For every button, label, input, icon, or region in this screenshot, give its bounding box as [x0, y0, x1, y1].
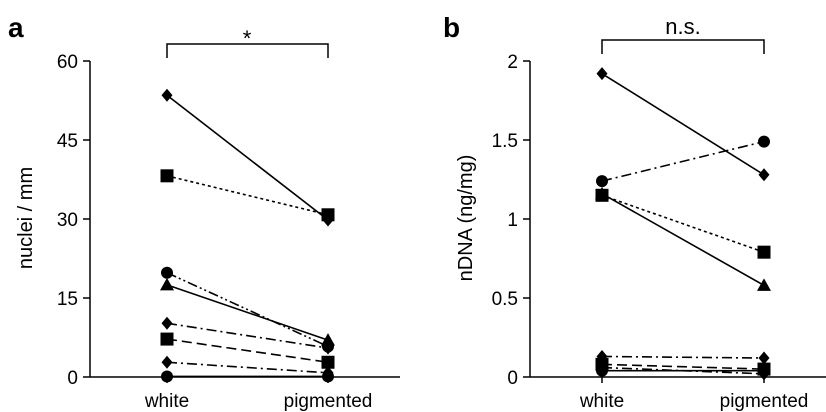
data-point-square: [757, 245, 771, 259]
y-tick-label: 30: [57, 210, 78, 231]
y-tick-label: 60: [57, 52, 78, 73]
data-point-diamond: [758, 168, 770, 182]
series-line: [166, 175, 329, 216]
y-tick-label: 1.5: [492, 131, 518, 152]
panel-a-plot-area: [89, 61, 400, 383]
series-line: [166, 338, 329, 364]
panel-b-category-white: white: [579, 391, 624, 412]
data-point-square: [321, 208, 335, 222]
series-line: [601, 140, 765, 182]
panel-b-letter: b: [443, 12, 460, 43]
data-point-triangle: [757, 278, 771, 291]
series-line: [601, 193, 765, 287]
panel-b-significance-bracket: [601, 39, 765, 54]
data-point-triangle: [160, 277, 174, 291]
data-point-square: [160, 169, 174, 183]
series-line: [166, 94, 329, 221]
y-tick-label: 45: [57, 131, 78, 152]
data-point-diamond: [322, 341, 334, 355]
panel-a-y-ticks: 0 15 30 45 60: [57, 52, 90, 389]
panel-b-y-axis-label: nDNA (ng/mg): [455, 155, 477, 282]
series-line: [601, 355, 765, 359]
panel-b-y-ticks: 0 0.5 1 1.5 2: [492, 52, 530, 389]
data-point-circle: [758, 364, 770, 377]
y-tick-label: 15: [57, 289, 78, 310]
series-line: [166, 284, 329, 341]
panel-b-plot-area: [529, 61, 826, 383]
data-point-diamond: [596, 67, 608, 81]
panel-b-category-pigmented: pigmented: [720, 391, 809, 412]
data-point-triangle: [595, 186, 609, 200]
data-point-circle: [161, 370, 173, 383]
y-tick-label: 1: [507, 210, 518, 231]
data-point-circle: [758, 135, 770, 148]
y-tick-label: 2: [507, 52, 518, 73]
series-line: [166, 271, 329, 348]
panel-a: a nuclei / mm 0 15 30 45 60 * white pigmente…: [8, 12, 400, 412]
data-point-circle: [322, 370, 334, 383]
panel-a-category-white: white: [144, 391, 189, 412]
panel-b-significance-label: n.s.: [665, 14, 700, 39]
panel-a-y-axis-label: nuclei / mm: [15, 167, 37, 269]
data-point-square: [321, 355, 335, 369]
series-line: [166, 322, 329, 349]
data-point-triangle: [321, 333, 335, 346]
panel-a-significance-bracket: [166, 43, 329, 58]
panel-a-category-pigmented: pigmented: [284, 391, 373, 412]
data-point-diamond: [758, 351, 770, 365]
y-tick-label: 0.5: [492, 289, 518, 310]
data-point-diamond: [161, 316, 173, 330]
data-point-diamond: [161, 355, 173, 369]
data-point-square: [160, 332, 174, 346]
series-line: [166, 361, 329, 374]
panel-b: b nDNA (ng/mg) 0 0.5 1 1.5 2 n.s. white pigm…: [443, 12, 826, 412]
data-point-diamond: [161, 88, 173, 102]
data-point-circle: [161, 266, 173, 279]
y-tick-label: 0: [507, 368, 518, 389]
data-point-circle: [596, 175, 608, 188]
panel-a-significance-label: *: [243, 26, 252, 51]
series-line: [601, 72, 765, 176]
series-line: [601, 194, 765, 253]
data-point-circle: [596, 364, 608, 377]
series-line: [601, 363, 765, 370]
y-tick-label: 0: [67, 368, 78, 389]
panel-a-letter: a: [8, 12, 24, 43]
